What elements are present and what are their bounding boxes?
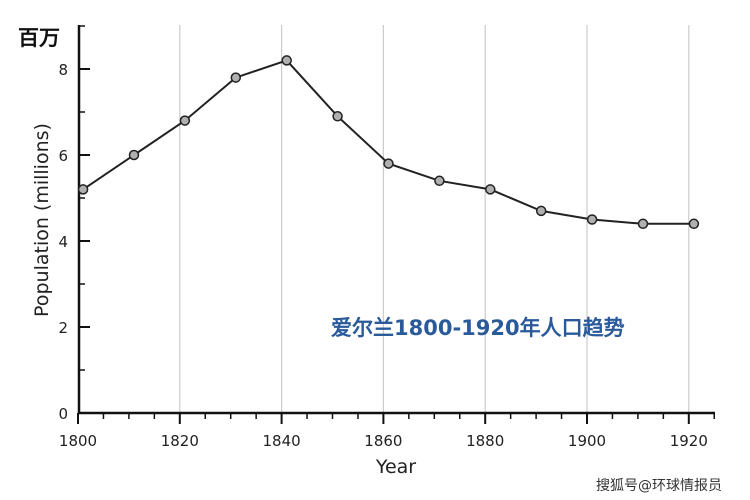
y-axis-label: Population (millions) bbox=[31, 123, 53, 317]
data-point bbox=[688, 218, 700, 230]
x-tick-label: 1800 bbox=[59, 432, 97, 450]
data-point bbox=[586, 214, 598, 225]
data-point bbox=[637, 218, 649, 230]
y-tick-label: 6 bbox=[58, 147, 68, 165]
data-point bbox=[281, 55, 292, 66]
watermark: 搜狐号@环球情报员 bbox=[596, 478, 722, 494]
series-line bbox=[82, 59, 694, 225]
x-tick-label: 1920 bbox=[670, 432, 708, 450]
x-tick-label: 1860 bbox=[364, 432, 402, 450]
data-point bbox=[179, 115, 191, 126]
data-point bbox=[128, 149, 140, 161]
data-point bbox=[332, 111, 343, 122]
data-point bbox=[434, 175, 445, 187]
x-tick-label: 1900 bbox=[568, 432, 606, 450]
data-point bbox=[77, 184, 89, 195]
unit-label: 百万 bbox=[18, 26, 60, 50]
data-point bbox=[383, 158, 394, 169]
x-tick-label: 1880 bbox=[466, 432, 504, 450]
x-axis-label: Year bbox=[375, 456, 416, 478]
data-point bbox=[535, 205, 547, 217]
x-tick-label: 1820 bbox=[161, 432, 199, 450]
y-tick-label: 2 bbox=[58, 319, 68, 337]
x-tick-label: 1840 bbox=[263, 432, 301, 450]
y-tick-label: 0 bbox=[58, 405, 68, 423]
y-tick-label: 8 bbox=[58, 61, 68, 79]
chart-annotation: 爱尔兰1800-1920年人口趋势 bbox=[331, 316, 625, 340]
data-point bbox=[230, 72, 242, 83]
y-tick-label: 4 bbox=[58, 233, 68, 251]
data-point bbox=[485, 184, 496, 195]
